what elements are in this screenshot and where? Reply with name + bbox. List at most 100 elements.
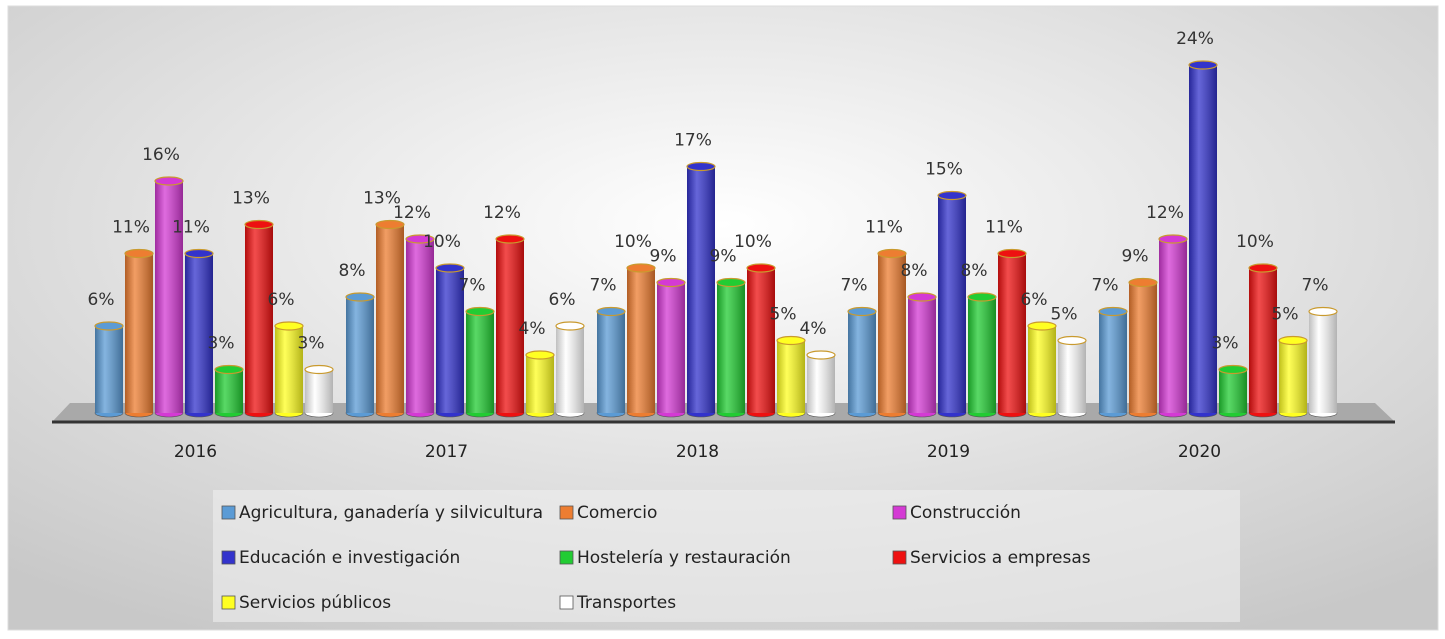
bar-top	[1128, 277, 1158, 288]
value-label: 11%	[865, 218, 903, 238]
bar-shade	[878, 253, 906, 413]
value-label: 3%	[208, 334, 235, 354]
bar-top	[375, 219, 405, 230]
bar	[345, 292, 375, 418]
value-label: 6%	[88, 290, 115, 310]
value-label: 12%	[393, 203, 431, 223]
value-label: 7%	[841, 276, 868, 296]
bar-top	[214, 364, 244, 375]
bar-top	[967, 292, 997, 302]
value-label: 7%	[1092, 276, 1119, 296]
legend-label: Servicios a empresas	[910, 548, 1091, 568]
bar-shade	[185, 253, 213, 413]
bar	[184, 248, 214, 418]
bar-shade	[657, 282, 685, 413]
bar-top	[1027, 321, 1057, 331]
bar-top	[877, 248, 907, 259]
value-label: 4%	[519, 319, 546, 339]
value-label: 17%	[674, 131, 712, 151]
legend-swatch	[892, 550, 907, 565]
bar-shade	[496, 239, 524, 413]
bar-top	[184, 248, 214, 259]
bar-top	[596, 306, 626, 317]
bar	[596, 306, 626, 418]
legend-label: Servicios públicos	[239, 593, 391, 613]
bar	[375, 219, 405, 418]
bar-top	[94, 321, 124, 331]
bar-top	[1218, 364, 1248, 375]
bar-shade	[1309, 311, 1337, 413]
bar	[1098, 306, 1128, 418]
value-label: 6%	[1021, 290, 1048, 310]
bar-top	[555, 321, 585, 331]
bar-shade	[125, 253, 153, 413]
bar-shade	[747, 268, 775, 413]
legend-label: Agricultura, ganadería y silvicultura	[239, 503, 543, 523]
bar-shade	[1189, 65, 1217, 413]
bar-shade	[305, 369, 333, 413]
bar-shade	[1249, 268, 1277, 413]
bar-shade	[376, 224, 404, 413]
legend-swatch	[221, 595, 236, 610]
bar-top	[154, 176, 184, 186]
bar-top	[806, 350, 836, 360]
bar-shade	[1219, 369, 1247, 413]
value-label: 12%	[1146, 203, 1184, 223]
bar	[304, 364, 334, 418]
bar-shade	[556, 326, 584, 413]
bar	[997, 248, 1027, 418]
value-label: 12%	[483, 203, 521, 223]
value-label: 10%	[423, 232, 461, 252]
value-label: 13%	[232, 189, 270, 209]
bar-shade	[215, 369, 243, 413]
legend-label: Construcción	[910, 503, 1021, 523]
bar	[525, 350, 555, 418]
bar	[435, 263, 465, 418]
bar-top	[405, 234, 435, 244]
bar-top	[345, 292, 375, 302]
value-label: 5%	[1272, 305, 1299, 325]
value-label: 5%	[770, 305, 797, 325]
bar-shade	[346, 297, 374, 413]
bar	[465, 306, 495, 418]
bar-shade	[777, 340, 805, 413]
value-label: 11%	[985, 218, 1023, 238]
value-label: 7%	[1302, 276, 1329, 296]
bar-shade	[597, 311, 625, 413]
bar	[656, 277, 686, 418]
bar-top	[244, 219, 274, 230]
bar	[806, 350, 836, 418]
value-label: 10%	[614, 232, 652, 252]
legend-label: Hostelería y restauración	[577, 548, 791, 568]
bar	[124, 248, 154, 418]
bar-shade	[968, 297, 996, 413]
legend	[213, 490, 1240, 622]
value-label: 3%	[298, 334, 325, 354]
bar-top	[525, 350, 555, 360]
bar	[244, 219, 274, 418]
bar-top	[1248, 263, 1278, 273]
value-label: 7%	[590, 276, 617, 296]
bar	[1188, 60, 1218, 418]
bar-shade	[1279, 340, 1307, 413]
bar-top	[1158, 234, 1188, 244]
bar	[967, 292, 997, 418]
bar-top	[1098, 306, 1128, 317]
value-label: 8%	[339, 261, 366, 281]
bar-top	[686, 161, 716, 172]
bar-shade	[1099, 311, 1127, 413]
value-label: 16%	[142, 145, 180, 165]
value-label: 11%	[172, 218, 210, 238]
x-tick-label: 2019	[927, 442, 970, 462]
bar	[877, 248, 907, 418]
bar	[1027, 321, 1057, 418]
bar	[1158, 234, 1188, 418]
bar	[716, 277, 746, 418]
value-label: 9%	[650, 247, 677, 267]
value-label: 15%	[925, 160, 963, 180]
value-label: 10%	[1236, 232, 1274, 252]
value-label: 5%	[1051, 305, 1078, 325]
bar	[847, 306, 877, 418]
bar-top	[907, 292, 937, 302]
bar-shade	[275, 326, 303, 413]
